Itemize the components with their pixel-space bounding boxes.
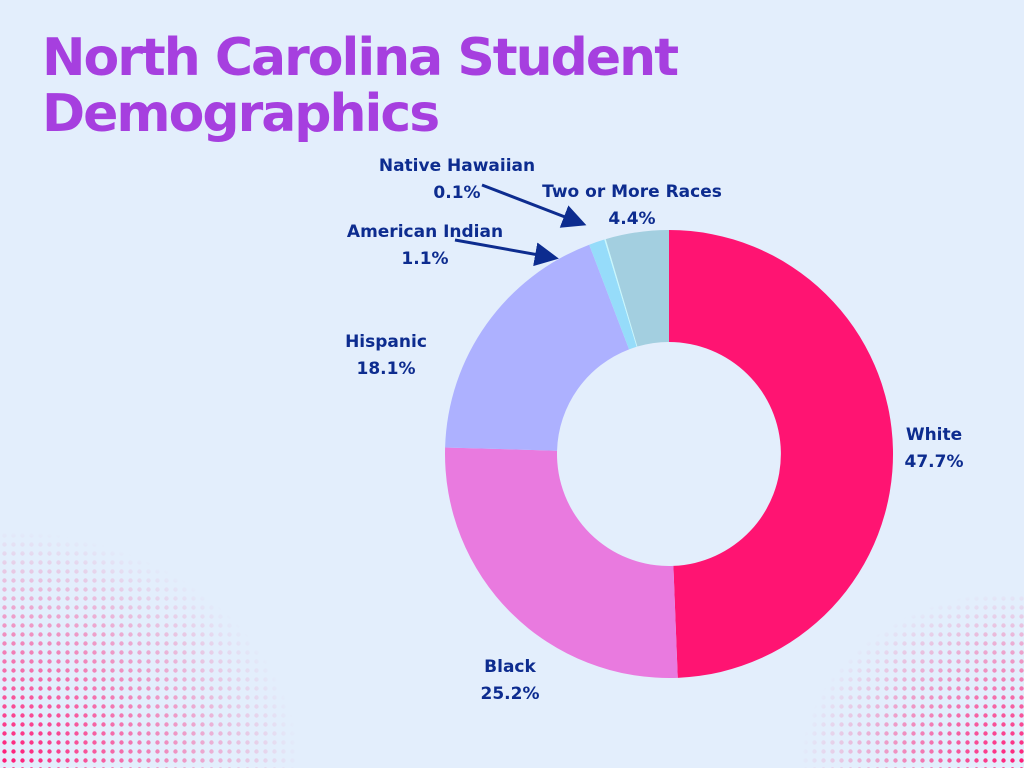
category-label: Black: [484, 657, 536, 677]
slice: [669, 230, 894, 678]
value-label: 0.1%: [433, 183, 480, 203]
value-label: 1.1%: [401, 249, 448, 269]
category-label: White: [906, 425, 962, 445]
decor-dots: [800, 590, 1024, 768]
value-label: 4.4%: [608, 209, 655, 229]
category-label: Two or More Races: [542, 182, 722, 202]
slice: [445, 447, 678, 679]
arrow: [481, 183, 587, 228]
arrow: [454, 238, 559, 267]
category-label: Native Hawaiian: [379, 156, 535, 176]
slice: [445, 244, 630, 451]
category-label: American Indian: [347, 222, 503, 242]
donut: [445, 230, 894, 679]
slice: [589, 239, 637, 350]
slice: [605, 230, 669, 347]
value-label: 25.2%: [481, 684, 540, 704]
labels: White 47.7% Black 25.2% Hispanic 18.1% America…: [345, 156, 963, 704]
value-label: 18.1%: [357, 359, 416, 379]
slice: [604, 239, 638, 347]
category-label: Hispanic: [345, 332, 427, 352]
decor-dots: [0, 530, 300, 768]
chart-title: North Carolina Student Demographics: [42, 28, 679, 144]
value-label: 47.7%: [905, 452, 964, 472]
